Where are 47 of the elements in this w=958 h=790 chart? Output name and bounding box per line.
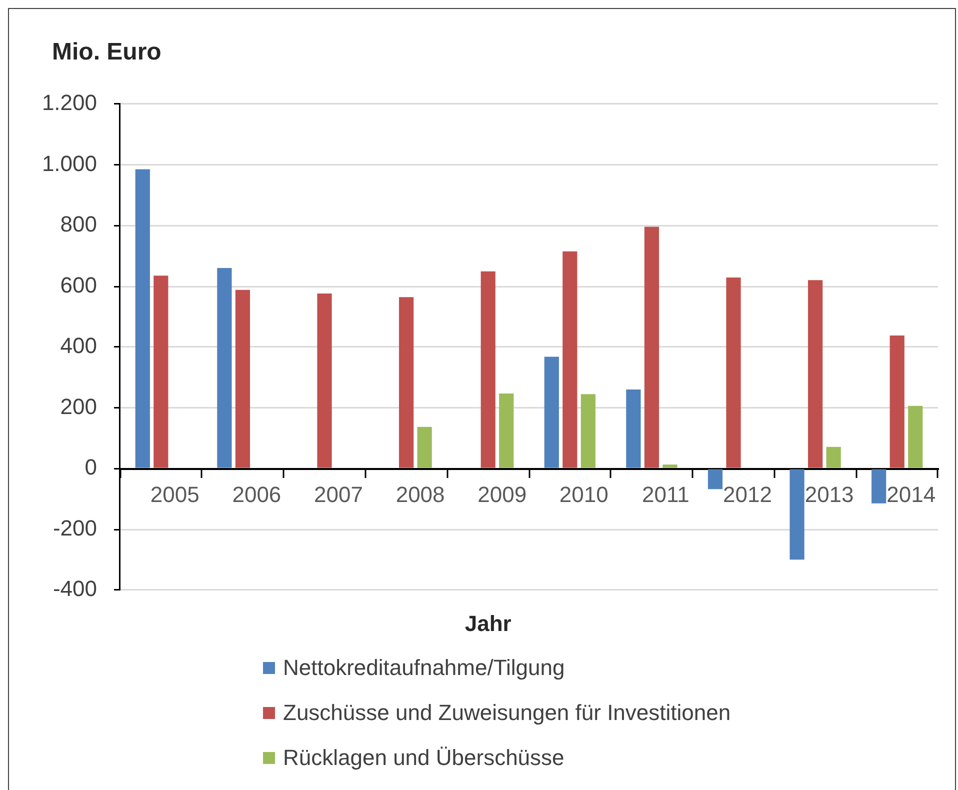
y-tick-label: 600: [60, 272, 97, 298]
x-axis-title: Jahr: [464, 611, 512, 636]
bar: [562, 251, 578, 468]
bar: [135, 169, 150, 468]
x-tick-label: 2011: [642, 482, 690, 507]
y-axis-title: Mio. Euro: [52, 38, 162, 66]
bar: [826, 446, 841, 468]
y-tick-label: 200: [60, 394, 97, 419]
x-tick-label: 2006: [232, 482, 282, 507]
bar: [726, 277, 741, 468]
bar: [235, 290, 250, 468]
bar: [154, 276, 168, 468]
x-tick-label: 2005: [150, 482, 200, 507]
x-tick-label: 2008: [396, 482, 445, 507]
legend-label: Zuschüsse und Zuweisungen für Investitionen: [283, 700, 731, 726]
bar: [417, 426, 432, 468]
y-tick-label: 800: [60, 212, 97, 237]
bar: [580, 394, 596, 468]
y-tick-label: 0: [84, 454, 97, 480]
y-tick-label: 400: [60, 333, 97, 358]
x-tick-label: 2007: [314, 482, 363, 507]
bar: [790, 469, 804, 560]
legend-label: Nettokreditaufnahme/Tilgung: [283, 655, 565, 681]
bar: [872, 469, 886, 504]
x-tick-label: 2010: [559, 482, 608, 507]
bar: [544, 356, 559, 468]
bar: [499, 393, 514, 468]
x-tick-label: 2009: [478, 482, 527, 507]
y-tick-label: -400: [52, 576, 97, 602]
bar: [908, 406, 923, 468]
legend-label: Rücklagen und Überschüsse: [283, 745, 564, 771]
x-tick-label: 2012: [723, 482, 772, 507]
y-tick-label: 1.200: [42, 90, 97, 116]
bar: [708, 469, 723, 490]
x-tick-label: 2014: [886, 482, 936, 507]
bar: [644, 226, 660, 468]
bar: [398, 297, 414, 468]
x-tick-label: 2013: [804, 482, 854, 507]
bar: [317, 294, 332, 468]
bar: [626, 390, 641, 468]
bar: [662, 464, 678, 468]
y-tick-label: -200: [52, 515, 97, 540]
bar: [808, 280, 823, 468]
bar: [890, 335, 904, 468]
y-tick-label: 1.000: [42, 150, 97, 176]
bar: [480, 271, 496, 468]
bar: [217, 268, 232, 468]
